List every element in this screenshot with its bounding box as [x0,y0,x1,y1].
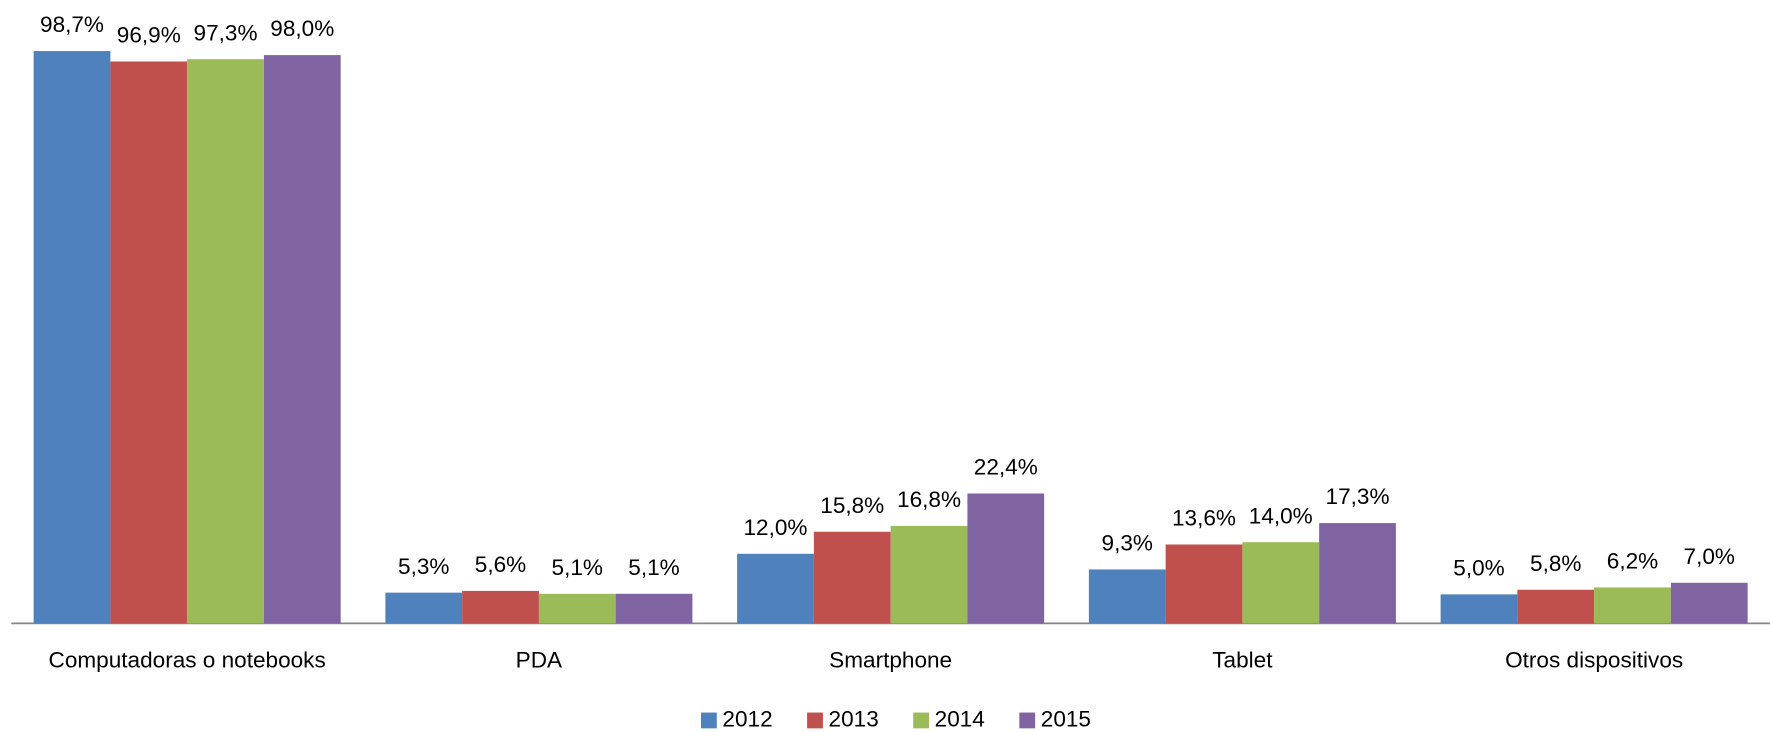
data-label: 15,8% [820,493,884,518]
bar [1088,569,1166,624]
data-label: 13,6% [1172,506,1236,531]
data-label: 22,4% [974,455,1038,480]
bar [737,553,814,624]
legend-label: 2012 [722,706,772,731]
data-label: 5,1% [628,555,679,580]
legend-label: 2014 [935,706,985,731]
bar [1242,542,1320,624]
x-tick-label: Otros dispositivos [1505,648,1683,673]
legend-swatch [1019,712,1036,729]
data-label: 5,3% [398,554,449,579]
data-label: 14,0% [1249,503,1313,528]
bar [1594,587,1671,624]
data-label: 5,0% [1453,556,1504,581]
data-label: 7,0% [1684,544,1735,569]
x-tick-label: Smartphone [829,648,952,673]
data-label: 16,8% [897,487,961,512]
legend-swatch [913,712,930,729]
bar [1319,523,1396,624]
bar [33,51,111,624]
bar [1440,594,1518,624]
legend-label: 2013 [829,706,879,731]
bar [385,592,463,624]
data-label: 9,3% [1102,531,1153,556]
bar [615,593,693,624]
bar [890,525,968,624]
bar [187,59,264,624]
data-label: 17,3% [1326,484,1390,509]
data-label: 98,0% [270,16,334,41]
legend-swatch [701,712,717,729]
legend-swatch [807,712,823,729]
bar [462,590,539,624]
bar [538,593,616,624]
data-label: 6,2% [1607,549,1658,574]
data-label: 5,8% [1530,551,1581,576]
bar [967,493,1045,624]
bar [1165,544,1243,624]
bar [1670,582,1748,624]
bar [813,531,891,624]
data-label: 97,3% [194,20,258,45]
data-label: 98,7% [40,12,104,37]
data-label: 96,9% [117,23,181,48]
legend-label: 2015 [1041,706,1091,731]
bar [110,61,188,624]
data-label: 5,1% [552,555,603,580]
x-tick-label: PDA [516,648,562,673]
x-tick-label: Tablet [1212,648,1273,673]
data-label: 12,0% [744,515,808,540]
bar [1517,589,1595,624]
bar [263,55,341,624]
x-tick-label: Computadoras o notebooks [49,648,326,673]
data-label: 5,6% [475,552,526,577]
